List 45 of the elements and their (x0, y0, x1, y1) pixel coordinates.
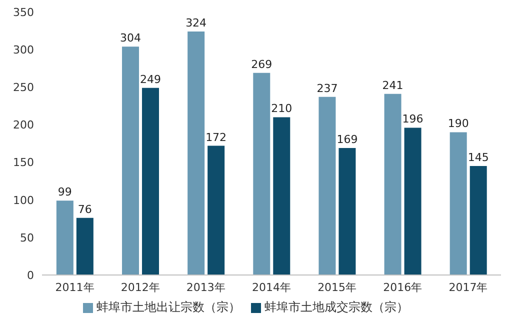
x-tick-label: 2011年 (55, 280, 94, 294)
bar (76, 218, 94, 275)
bar (338, 148, 356, 275)
legend-label: 蚌埠市土地成交宗数（宗） (264, 300, 408, 314)
y-tick-label: 0 (27, 268, 34, 282)
bar (188, 32, 205, 275)
data-label: 249 (140, 72, 161, 86)
legend-label: 蚌埠市土地出让宗数（宗） (96, 300, 240, 314)
data-label: 210 (271, 102, 292, 116)
data-label: 324 (186, 16, 207, 30)
data-label: 196 (402, 112, 424, 126)
data-label: 169 (336, 133, 358, 146)
data-label: 190 (448, 117, 469, 130)
x-tick-label: 2015年 (318, 280, 357, 294)
bar (208, 146, 225, 275)
bar (253, 72, 270, 275)
x-tick-label: 2017年 (448, 280, 488, 294)
bar (318, 96, 336, 275)
data-label: 99 (58, 186, 72, 199)
bar (273, 117, 290, 275)
x-tick-label: 2016年 (383, 280, 422, 294)
data-label: 241 (382, 78, 404, 92)
data-label: 269 (251, 58, 272, 71)
y-tick-label: 300 (13, 43, 34, 56)
y-tick-label: 250 (13, 81, 34, 94)
y-tick-label: 350 (13, 6, 34, 19)
data-label: 237 (316, 82, 338, 95)
x-tick-label: 2014年 (252, 280, 291, 294)
bar (470, 166, 487, 275)
bar (384, 94, 402, 275)
data-label: 145 (468, 151, 489, 164)
x-tick-label: 2012年 (120, 280, 160, 294)
bar (450, 132, 467, 275)
bar (142, 88, 159, 275)
x-tick-label: 2013年 (186, 280, 226, 294)
y-tick-label: 100 (13, 194, 34, 207)
data-label: 304 (120, 32, 141, 45)
bar (56, 200, 74, 275)
data-label: 76 (78, 202, 92, 216)
y-tick-label: 200 (13, 118, 34, 132)
data-label: 172 (206, 130, 227, 144)
bar (122, 46, 139, 275)
bar (404, 128, 422, 275)
y-tick-label: 150 (13, 156, 34, 170)
y-tick-label: 50 (20, 231, 34, 244)
